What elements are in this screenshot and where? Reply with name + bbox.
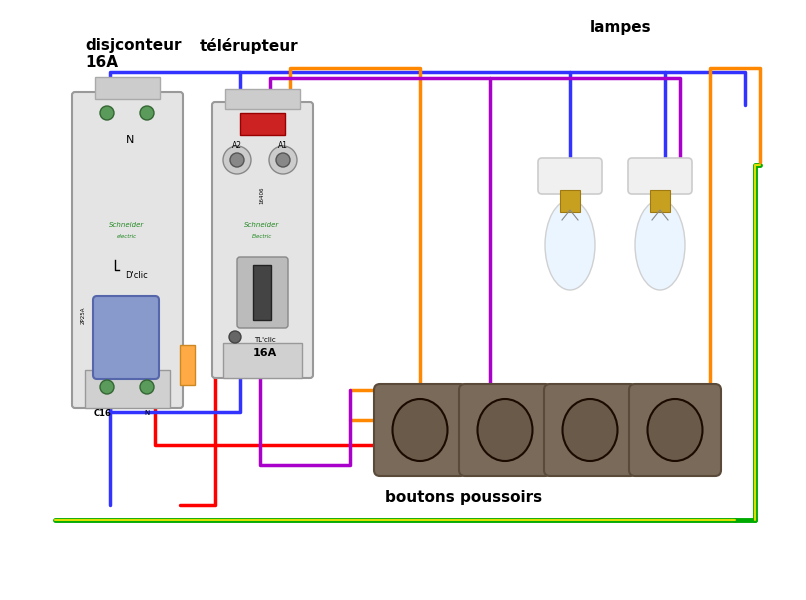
Circle shape — [269, 146, 297, 174]
Text: 16A: 16A — [85, 55, 118, 70]
FancyBboxPatch shape — [374, 384, 466, 476]
Bar — [180, 345, 195, 385]
Circle shape — [229, 331, 241, 343]
Text: télérupteur: télérupteur — [200, 38, 299, 54]
Text: 16A: 16A — [253, 348, 277, 358]
Text: electric: electric — [117, 235, 137, 239]
Ellipse shape — [647, 399, 703, 461]
Circle shape — [100, 380, 114, 394]
Bar — [85, 370, 170, 408]
Ellipse shape — [545, 200, 595, 290]
Bar — [240, 113, 285, 135]
FancyBboxPatch shape — [93, 296, 159, 379]
Circle shape — [140, 106, 154, 120]
FancyBboxPatch shape — [237, 257, 288, 328]
Text: boutons poussoirs: boutons poussoirs — [385, 490, 542, 505]
Text: Schneider: Schneider — [244, 222, 280, 228]
Circle shape — [140, 380, 154, 394]
FancyBboxPatch shape — [544, 384, 636, 476]
Text: Schneider: Schneider — [110, 222, 144, 228]
Text: N: N — [144, 410, 150, 416]
Ellipse shape — [563, 399, 617, 461]
Ellipse shape — [393, 399, 447, 461]
Bar — [95, 77, 160, 99]
Circle shape — [223, 146, 251, 174]
Ellipse shape — [635, 200, 685, 290]
Text: TL'clic: TL'clic — [254, 337, 276, 343]
Bar — [560, 190, 580, 212]
Text: 16406: 16406 — [260, 186, 264, 204]
Text: D'clic: D'clic — [126, 271, 148, 280]
Text: A1: A1 — [278, 140, 288, 149]
Text: C16: C16 — [94, 409, 112, 418]
Text: Electric: Electric — [251, 235, 272, 239]
FancyBboxPatch shape — [629, 384, 721, 476]
Bar — [650, 190, 670, 212]
FancyBboxPatch shape — [459, 384, 551, 476]
Circle shape — [100, 106, 114, 120]
Circle shape — [230, 153, 244, 167]
Text: 2P25A: 2P25A — [81, 306, 85, 324]
Ellipse shape — [477, 399, 533, 461]
FancyBboxPatch shape — [628, 158, 692, 194]
Circle shape — [276, 153, 290, 167]
Text: N: N — [126, 135, 134, 145]
FancyBboxPatch shape — [212, 102, 313, 378]
Bar — [225, 89, 300, 109]
Text: lampes: lampes — [590, 20, 651, 35]
Text: disjconteur: disjconteur — [85, 38, 181, 53]
FancyBboxPatch shape — [72, 92, 183, 408]
Bar — [223, 343, 302, 378]
Bar — [253, 265, 271, 320]
FancyBboxPatch shape — [538, 158, 602, 194]
Text: A2: A2 — [232, 140, 242, 149]
